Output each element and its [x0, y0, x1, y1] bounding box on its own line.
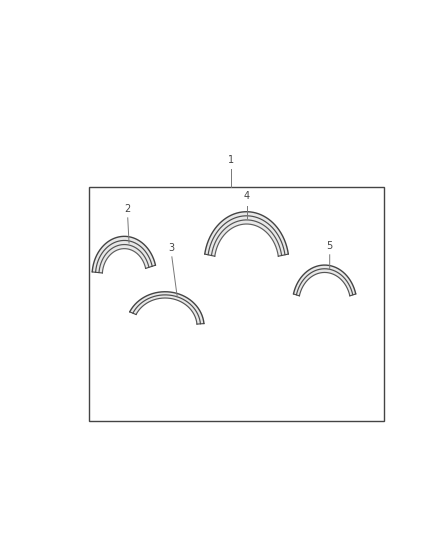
- Text: 5: 5: [327, 241, 333, 251]
- Polygon shape: [205, 212, 288, 256]
- Bar: [88, 187, 384, 421]
- Polygon shape: [92, 236, 155, 273]
- Text: 4: 4: [244, 191, 250, 201]
- Text: 3: 3: [169, 243, 175, 253]
- Text: 2: 2: [124, 204, 131, 214]
- Text: 1: 1: [228, 155, 234, 165]
- Polygon shape: [130, 292, 204, 324]
- Polygon shape: [293, 265, 356, 296]
